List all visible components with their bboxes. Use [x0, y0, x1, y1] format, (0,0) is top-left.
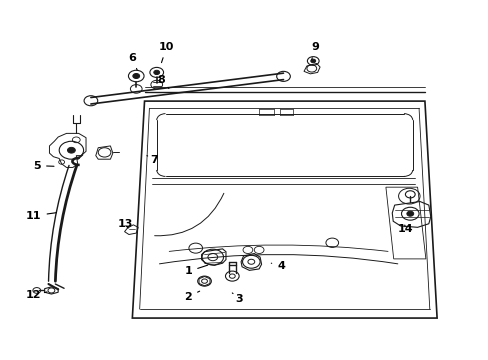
Text: 3: 3 [232, 293, 243, 304]
Circle shape [67, 147, 75, 153]
Circle shape [154, 70, 159, 75]
Text: 5: 5 [33, 161, 54, 171]
Text: 11: 11 [26, 211, 56, 221]
Text: 10: 10 [159, 42, 174, 63]
Text: 13: 13 [117, 220, 132, 229]
Circle shape [310, 59, 315, 63]
Text: 14: 14 [397, 225, 412, 234]
Text: 7: 7 [147, 155, 158, 165]
Circle shape [133, 73, 140, 78]
Text: 12: 12 [26, 291, 47, 301]
Text: 6: 6 [128, 53, 137, 70]
Text: 9: 9 [311, 42, 319, 59]
Text: 1: 1 [184, 265, 207, 276]
Text: 8: 8 [158, 75, 168, 89]
Text: 2: 2 [184, 291, 199, 302]
Circle shape [406, 211, 413, 216]
Text: 4: 4 [271, 261, 285, 271]
